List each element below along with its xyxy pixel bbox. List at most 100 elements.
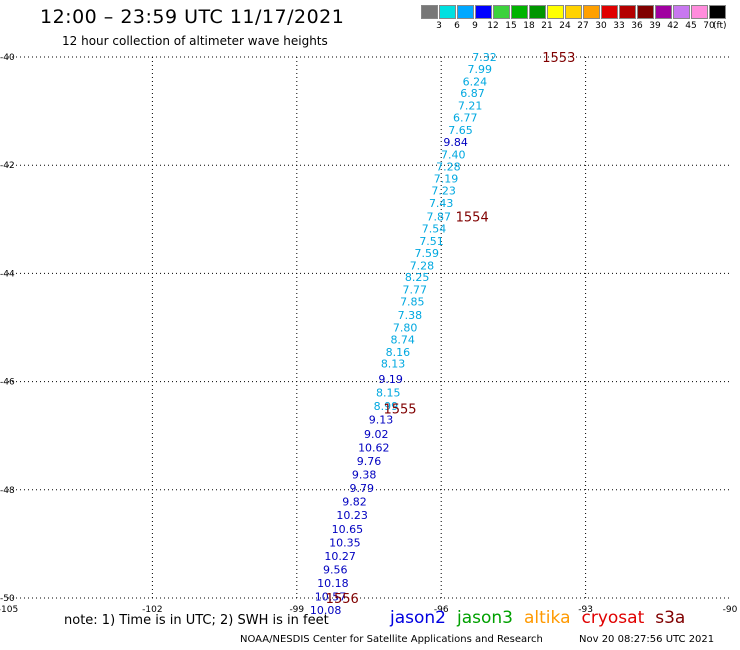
wave-height-value: 10.57	[315, 590, 347, 603]
legend-label: 42	[667, 21, 679, 31]
wave-height-value: 7.59	[415, 247, 440, 260]
wave-height-value: 7.32	[472, 51, 497, 64]
wave-height-value: 9.84	[443, 136, 468, 149]
wave-height-value: 10.27	[324, 550, 356, 563]
pass-number-label: 1555	[383, 403, 416, 418]
y-tick-label: -46	[0, 378, 15, 388]
legend-swatch	[457, 5, 474, 19]
legend-label: 21	[541, 21, 553, 31]
legend-swatch	[583, 5, 600, 19]
wave-height-value: 9.02	[364, 428, 389, 441]
wave-height-value: 7.87	[427, 211, 452, 224]
credit-line: NOAA/NESDIS Center for Satellite Applica…	[240, 634, 543, 645]
legend-label: 24	[559, 21, 571, 31]
wave-height-value: 9.13	[369, 413, 394, 426]
wave-height-value: 6.24	[463, 75, 488, 88]
map-title: 12:00 – 23:59 UTC 11/17/2021	[40, 6, 345, 28]
wave-height-value: 10.35	[329, 536, 361, 549]
legend-swatch	[511, 5, 528, 19]
pass-number-label: 1556	[326, 592, 359, 607]
legend-label: 6	[454, 21, 460, 31]
legend-label: 18	[523, 21, 535, 31]
wave-height-value: 10.62	[358, 442, 390, 455]
timestamp: Nov 20 08:27:56 UTC 2021	[579, 634, 715, 645]
legend-swatch	[691, 5, 708, 19]
mission-s3a: s3a	[655, 608, 686, 628]
wave-height-value: 7.23	[431, 185, 456, 198]
y-tick-label: -44	[0, 269, 15, 279]
wave-height-value: 7.40	[441, 148, 466, 161]
mission-jason3: jason3	[457, 608, 513, 628]
wave-height-value: 7.65	[448, 124, 473, 137]
wave-height-value: 8.74	[390, 333, 415, 346]
legend-label: 9	[472, 21, 478, 31]
legend-swatch	[673, 5, 690, 19]
wave-height-value: 9.76	[357, 455, 382, 468]
y-tick-label: -40	[0, 53, 15, 63]
x-tick-label: -99	[289, 605, 304, 615]
legend-label: 39	[649, 21, 661, 31]
y-tick-label: -50	[0, 594, 15, 604]
legend-label: 3	[436, 21, 442, 31]
mission-jason2: jason2	[390, 608, 446, 628]
color-legend	[421, 5, 727, 19]
wave-height-value: 9.79	[350, 482, 375, 495]
legend-label: 15	[505, 21, 517, 31]
legend-swatch	[493, 5, 510, 19]
wave-height-value: 7.51	[419, 235, 444, 248]
wave-height-value: 7.38	[398, 309, 423, 322]
legend-swatch	[709, 5, 726, 19]
wave-height-value: 7.99	[467, 63, 492, 76]
legend-swatch	[529, 5, 546, 19]
wave-height-value: 7.43	[429, 197, 454, 210]
mission-legend: jason2 jason3 altika cryosat s3a	[390, 608, 696, 628]
wave-height-value: 9.82	[342, 496, 367, 509]
wave-height-value: 6.77	[453, 112, 478, 125]
wave-height-value: 7.19	[434, 173, 459, 186]
legend-label: 12	[487, 21, 499, 31]
wave-height-value: 10.08	[310, 604, 342, 617]
y-tick-label: -48	[0, 486, 15, 496]
pass-number-label: 1554	[456, 211, 489, 226]
pass-number-label: 1553	[542, 51, 575, 66]
x-tick-label: -96	[434, 605, 449, 615]
legend-swatch	[637, 5, 654, 19]
x-tick-label: -105	[0, 605, 18, 615]
wave-height-value: 7.28	[436, 160, 461, 173]
legend-swatch	[601, 5, 618, 19]
wave-height-value: 10.23	[336, 509, 368, 522]
y-tick-label: -42	[0, 161, 15, 171]
wave-height-value: 8.99	[374, 400, 399, 413]
wave-height-value: 8.25	[405, 271, 430, 284]
x-tick-label: -93	[578, 605, 593, 615]
legend-label: 33	[613, 21, 625, 31]
wave-height-value: 7.21	[458, 100, 483, 113]
wave-height-value: 7.77	[402, 284, 427, 297]
legend-label: 36	[631, 21, 643, 31]
wave-height-value: 8.16	[386, 346, 411, 359]
wave-height-value: 7.85	[400, 296, 425, 309]
wave-height-value: 10.18	[317, 577, 349, 590]
wave-height-value: 7.54	[422, 222, 447, 235]
legend-label: 70	[703, 21, 715, 31]
legend-swatch	[475, 5, 492, 19]
mission-altika: altika	[524, 608, 571, 628]
legend-swatch	[619, 5, 636, 19]
wave-height-value: 8.15	[376, 386, 401, 399]
legend-swatch	[439, 5, 456, 19]
wave-height-value: 7.28	[410, 259, 435, 272]
wave-height-value: 9.19	[378, 373, 403, 386]
legend-swatch	[655, 5, 672, 19]
wave-height-value: 8.13	[381, 358, 406, 371]
legend-swatch	[421, 5, 438, 19]
wave-height-value: 10.65	[332, 523, 364, 536]
wave-height-value: 6.87	[460, 87, 485, 100]
legend-label: 30	[595, 21, 607, 31]
legend-swatch	[565, 5, 582, 19]
map-subtitle: 12 hour collection of altimeter wave hei…	[62, 34, 328, 48]
footer-note: note: 1) Time is in UTC; 2) SWH is in fe…	[64, 613, 329, 628]
legend-swatch	[547, 5, 564, 19]
x-tick-label: -102	[142, 605, 162, 615]
legend-label: 45	[685, 21, 697, 31]
